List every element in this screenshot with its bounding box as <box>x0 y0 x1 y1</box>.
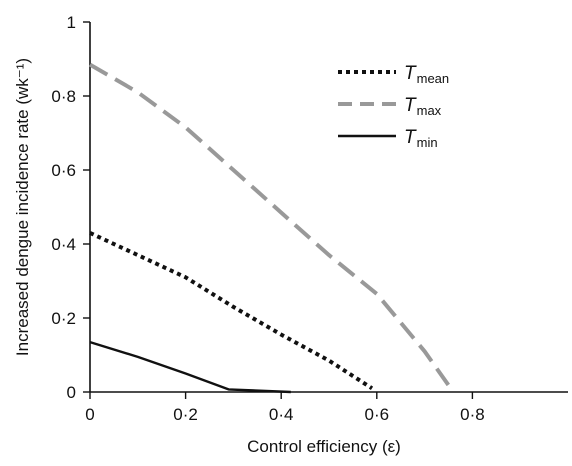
x-axis-title: Control efficiency (ε) <box>247 437 401 456</box>
y-tick-label: 0·6 <box>51 161 76 180</box>
x-tick-label: 0·8 <box>460 405 485 424</box>
legend-label-max: Tmax <box>404 95 442 118</box>
y-tick-label: 0·8 <box>51 87 76 106</box>
y-tick-label: 0·2 <box>51 309 76 328</box>
y-tick-label: 1 <box>67 13 76 32</box>
y-tick-label: 0·4 <box>51 235 76 254</box>
y-tick-label: 0 <box>67 383 76 402</box>
y-axis-title: Increased dengue incidence rate (wk⁻¹) <box>13 58 32 356</box>
x-tick-label: 0·2 <box>173 405 198 424</box>
x-tick-label: 0·6 <box>365 405 390 424</box>
axes-layer: 0 0·2 0·4 0·6 0·8 1 0 0·2 0·4 0·6 0·8 <box>51 13 568 424</box>
series-layer <box>88 62 455 394</box>
x-tick-label: 0·4 <box>269 405 294 424</box>
legend-label-min: Tmin <box>404 127 438 150</box>
series-line-mean <box>89 231 374 390</box>
series-line-min <box>89 340 291 394</box>
series-line-max <box>88 62 455 394</box>
legend-label-mean: Tmean <box>404 63 449 86</box>
legend: Tmean Tmax Tmin <box>338 63 449 150</box>
x-tick-label: 0 <box>85 405 94 424</box>
